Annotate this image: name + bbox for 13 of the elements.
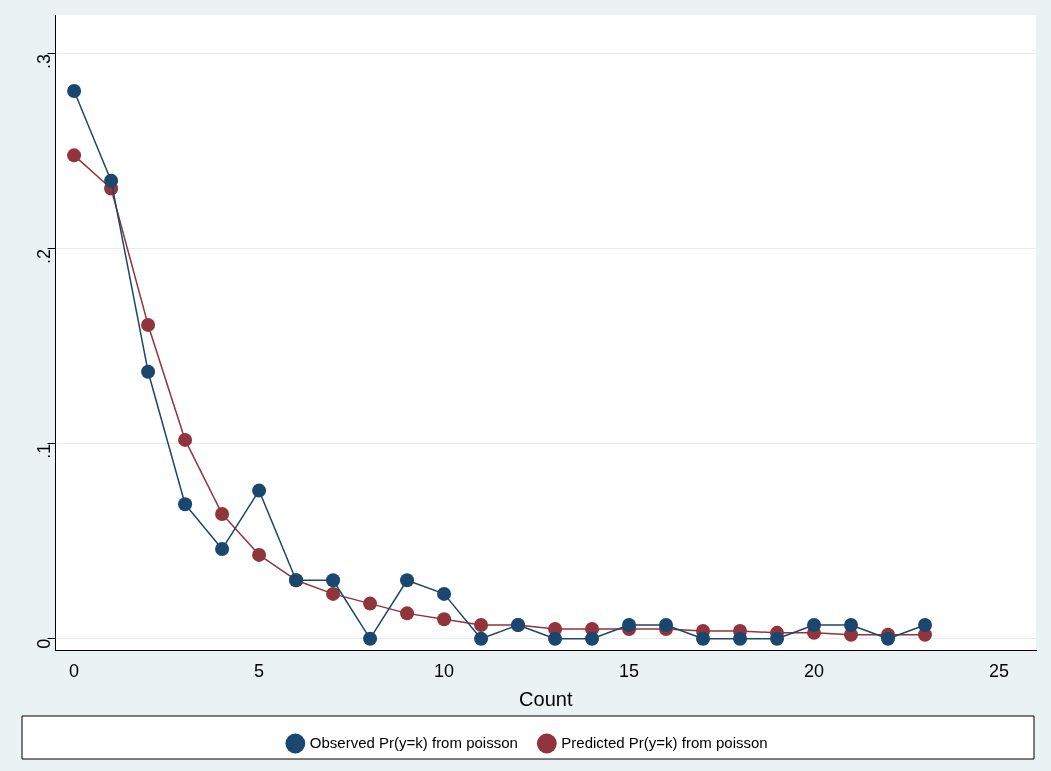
x-axis-title: Count: [519, 687, 573, 710]
y-tick-label: .3: [33, 53, 54, 69]
y-tick-label: .2: [33, 248, 54, 264]
x-tick-label: 25: [988, 661, 1010, 682]
legend-label: Predicted Pr(y=k) from poisson: [561, 733, 768, 751]
x-tick-label: 0: [69, 661, 80, 682]
y-tick-label: .1: [33, 443, 54, 459]
x-tick-label: 20: [804, 661, 825, 682]
x-tick-label: 10: [434, 661, 455, 682]
x-tick-label: 15: [619, 661, 640, 682]
x-tick-label: 5: [254, 661, 265, 682]
y-tick-label: 0: [33, 638, 54, 649]
legend-label: Observed Pr(y=k) from poisson: [309, 733, 518, 751]
